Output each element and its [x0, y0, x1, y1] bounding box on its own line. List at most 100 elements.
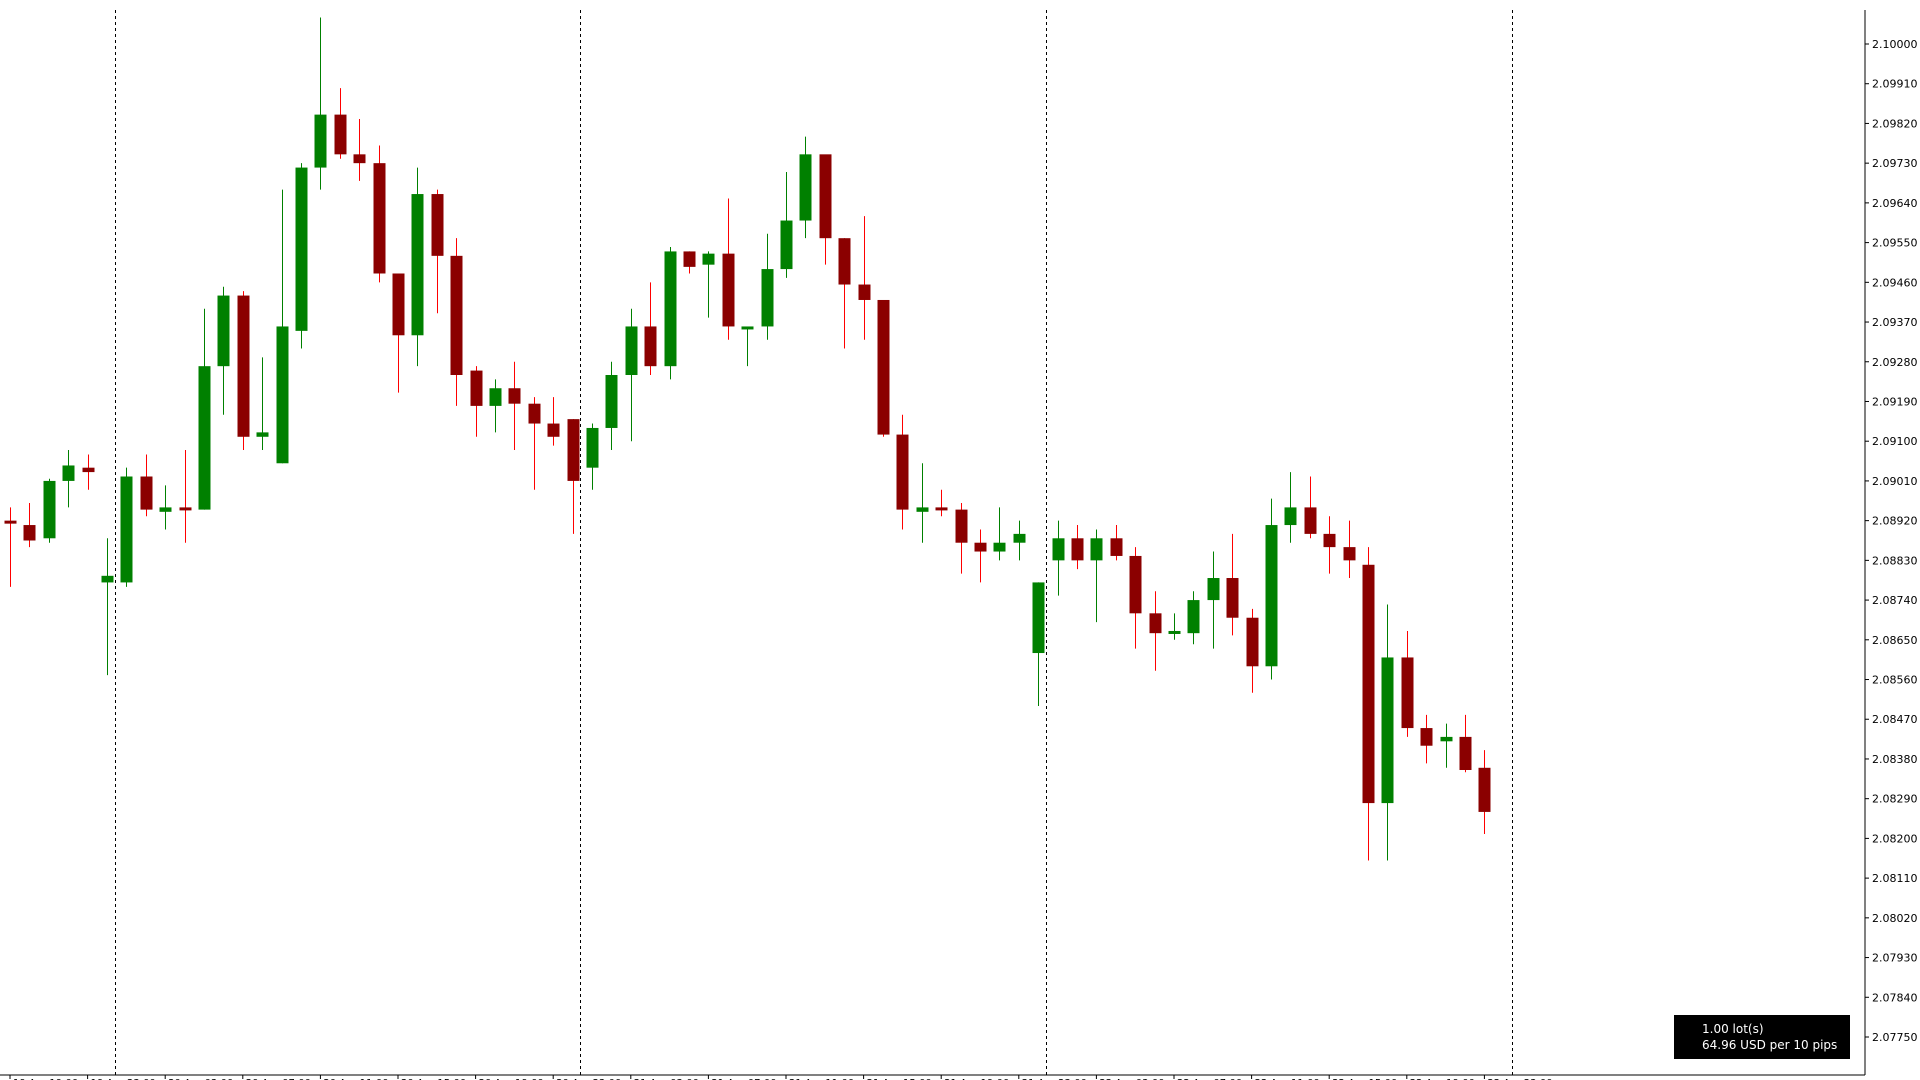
candle	[1129, 547, 1142, 649]
candle-body-up	[1284, 507, 1297, 526]
price-tick-label: 2.08200	[1872, 832, 1918, 845]
candle-body-down	[450, 255, 463, 375]
candle-body-down	[431, 194, 444, 256]
candle	[974, 529, 987, 583]
price-tick-label: 2.09100	[1872, 435, 1918, 448]
candle	[256, 357, 269, 451]
candle	[217, 286, 230, 415]
candle-body-down	[1323, 533, 1336, 548]
candle-body-up	[780, 220, 793, 270]
candle	[1013, 520, 1026, 561]
price-tick-label: 2.08560	[1872, 674, 1918, 687]
candle-body-up	[702, 253, 715, 265]
candle	[295, 163, 308, 349]
candle	[1362, 547, 1375, 861]
candle-body-down	[955, 509, 968, 543]
candle	[140, 454, 153, 517]
candle-body-down	[838, 238, 851, 285]
candle	[353, 119, 366, 181]
price-tick-label: 2.08380	[1872, 753, 1918, 766]
candle	[314, 17, 327, 190]
candle	[625, 308, 638, 442]
candle	[450, 238, 463, 406]
price-tick-label: 2.07840	[1872, 991, 1918, 1004]
candle-body-up	[101, 575, 114, 583]
lot-size-label: 1.00 lot(s)	[1702, 1022, 1764, 1036]
price-tick-label: 2.08470	[1872, 713, 1918, 726]
price-tick-label: 2.09010	[1872, 475, 1918, 488]
price-axis: 2.10000 2.09910 2.09820 2.09730 2.09640 2.095…	[1865, 38, 1918, 1044]
candle-body-up	[314, 114, 327, 168]
price-tick-label: 2.09910	[1872, 78, 1918, 91]
candle-body-down	[1420, 728, 1433, 746]
candle-body-up	[1032, 582, 1045, 654]
price-tick-label: 2.08830	[1872, 554, 1918, 567]
time-tick-label: 19 Apr 19:00	[13, 1078, 78, 1080]
candle	[1168, 613, 1181, 640]
candle	[431, 189, 444, 314]
candle-body-down	[1478, 767, 1491, 812]
candle	[4, 507, 17, 587]
price-tick-label: 2.10000	[1872, 38, 1918, 51]
pip-value-label: 64.96 USD per 10 pips	[1702, 1038, 1838, 1052]
candle	[1304, 476, 1317, 539]
time-tick-label: 21 Apr 03:00	[634, 1078, 699, 1080]
candle-body-down	[877, 299, 890, 435]
candle	[935, 489, 948, 517]
candle-body-up	[120, 476, 133, 583]
candle-body-up	[489, 388, 502, 406]
candle	[489, 379, 502, 433]
candle	[877, 299, 890, 437]
candle	[1090, 529, 1103, 623]
candle	[470, 366, 483, 437]
candle	[101, 538, 114, 676]
candle-body-down	[567, 419, 580, 481]
candle-body-up	[1381, 657, 1394, 804]
candle-body-up	[159, 507, 172, 512]
candle-body-down	[179, 507, 192, 511]
candle-body-down	[1362, 564, 1375, 804]
candle	[1459, 714, 1472, 773]
candle-body-down	[819, 154, 832, 239]
candle	[1381, 604, 1394, 861]
candle-body-up	[43, 480, 56, 539]
candle	[1246, 608, 1259, 693]
candle	[644, 282, 657, 375]
price-tick-label: 2.09820	[1872, 117, 1918, 130]
candle-body-up	[276, 326, 289, 464]
candle-body-up	[741, 326, 754, 330]
candles-layer	[4, 17, 1491, 861]
candle-body-up	[586, 427, 599, 468]
candle	[1207, 551, 1220, 649]
candle-body-up	[1090, 538, 1103, 561]
time-tick-label: 22 Apr 23:00	[1487, 1078, 1552, 1080]
candle	[237, 291, 250, 451]
candle-body-up	[799, 154, 812, 221]
price-tick-label: 2.09190	[1872, 395, 1918, 408]
candle	[508, 361, 521, 451]
candle	[1110, 525, 1123, 561]
price-tick-label: 2.07930	[1872, 952, 1918, 965]
candle-body-down	[82, 467, 95, 473]
candle-body-up	[993, 542, 1006, 552]
time-tick-label: 21 Apr 19:00	[944, 1078, 1009, 1080]
candle-body-up	[217, 295, 230, 367]
candle-body-down	[547, 423, 560, 437]
candle-body-up	[1013, 533, 1026, 543]
candle	[683, 251, 696, 274]
candle-body-up	[625, 326, 638, 375]
candle-body-down	[1459, 736, 1472, 770]
price-tick-label: 2.09730	[1872, 157, 1918, 170]
candle-body-down	[508, 388, 521, 404]
candle	[702, 251, 715, 318]
candle	[1226, 533, 1239, 636]
price-tick-label: 2.08920	[1872, 515, 1918, 528]
candle	[896, 414, 909, 530]
candle-body-up	[916, 507, 929, 512]
candle	[276, 189, 289, 464]
candle-body-down	[4, 520, 17, 524]
price-tick-label: 2.09460	[1872, 276, 1918, 289]
candle	[955, 502, 968, 574]
time-tick-label: 20 Apr 19:00	[479, 1078, 544, 1080]
